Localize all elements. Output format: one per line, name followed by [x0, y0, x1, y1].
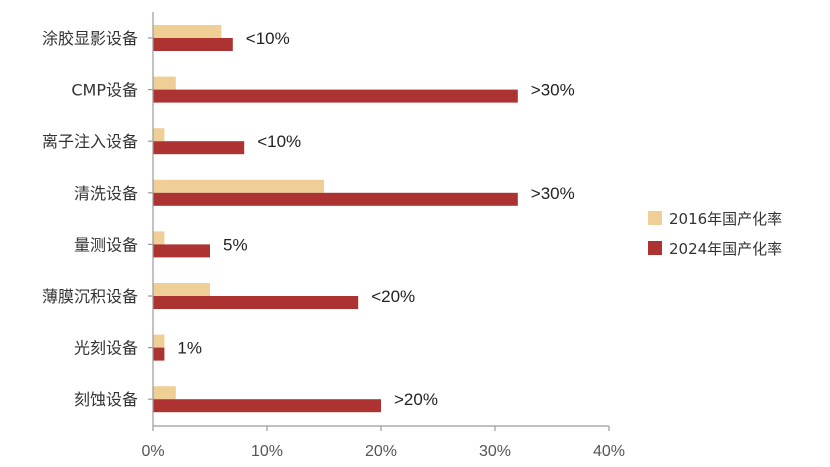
bar-2016-2 — [153, 128, 165, 142]
bar-2024-3 — [153, 192, 518, 206]
data-labels-layer: <10% >30% <10% >30% 5% <20% 1% >20% — [177, 29, 574, 409]
category-label-5: 薄膜沉积设备 — [42, 287, 138, 306]
legend-label-1: 2024年国产化率 — [669, 240, 782, 258]
data-label-3: >30% — [531, 184, 575, 203]
data-label-6: 1% — [177, 339, 202, 358]
category-label-7: 刻蚀设备 — [74, 390, 138, 409]
bar-2024-6 — [153, 347, 165, 361]
bars-layer — [153, 25, 518, 413]
legend-label-0: 2016年国产化率 — [669, 210, 782, 228]
x-tick-label-4: 40% — [593, 443, 625, 460]
bar-2016-4 — [153, 231, 165, 245]
category-label-6: 光刻设备 — [74, 339, 138, 358]
bar-2024-4 — [153, 244, 210, 258]
legend-swatch-0 — [648, 211, 662, 225]
data-label-1: >30% — [531, 81, 575, 100]
legend: 2016年国产化率 2024年国产化率 — [648, 210, 782, 258]
bar-2024-1 — [153, 89, 518, 103]
legend-swatch-1 — [648, 241, 662, 255]
category-label-1: CMP设备 — [71, 81, 138, 100]
category-label-0: 涂胶显影设备 — [42, 29, 138, 48]
data-label-2: <10% — [257, 132, 301, 151]
data-label-7: >20% — [394, 390, 438, 409]
category-label-4: 量测设备 — [74, 235, 138, 254]
data-label-0: <10% — [246, 29, 290, 48]
category-label-3: 清洗设备 — [74, 184, 138, 203]
axis-layer: 0% 10% 20% 30% 40% — [141, 12, 625, 460]
bar-2016-7 — [153, 386, 176, 400]
bar-2016-6 — [153, 334, 165, 348]
bar-2016-0 — [153, 25, 222, 38]
x-tick-label-1: 10% — [251, 443, 283, 460]
x-tick-label-0: 0% — [141, 443, 164, 460]
bar-2016-3 — [153, 179, 324, 193]
x-tick-label-2: 20% — [365, 443, 397, 460]
x-tick-label-3: 30% — [479, 443, 511, 460]
bar-2016-1 — [153, 76, 176, 90]
category-label-2: 离子注入设备 — [42, 132, 138, 151]
data-label-4: 5% — [223, 235, 248, 254]
data-label-5: <20% — [371, 287, 415, 306]
bar-2024-5 — [153, 296, 359, 309]
bar-2024-7 — [153, 399, 381, 413]
bar-2024-2 — [153, 141, 245, 155]
bar-2024-0 — [153, 38, 233, 51]
bar-2016-5 — [153, 283, 210, 296]
